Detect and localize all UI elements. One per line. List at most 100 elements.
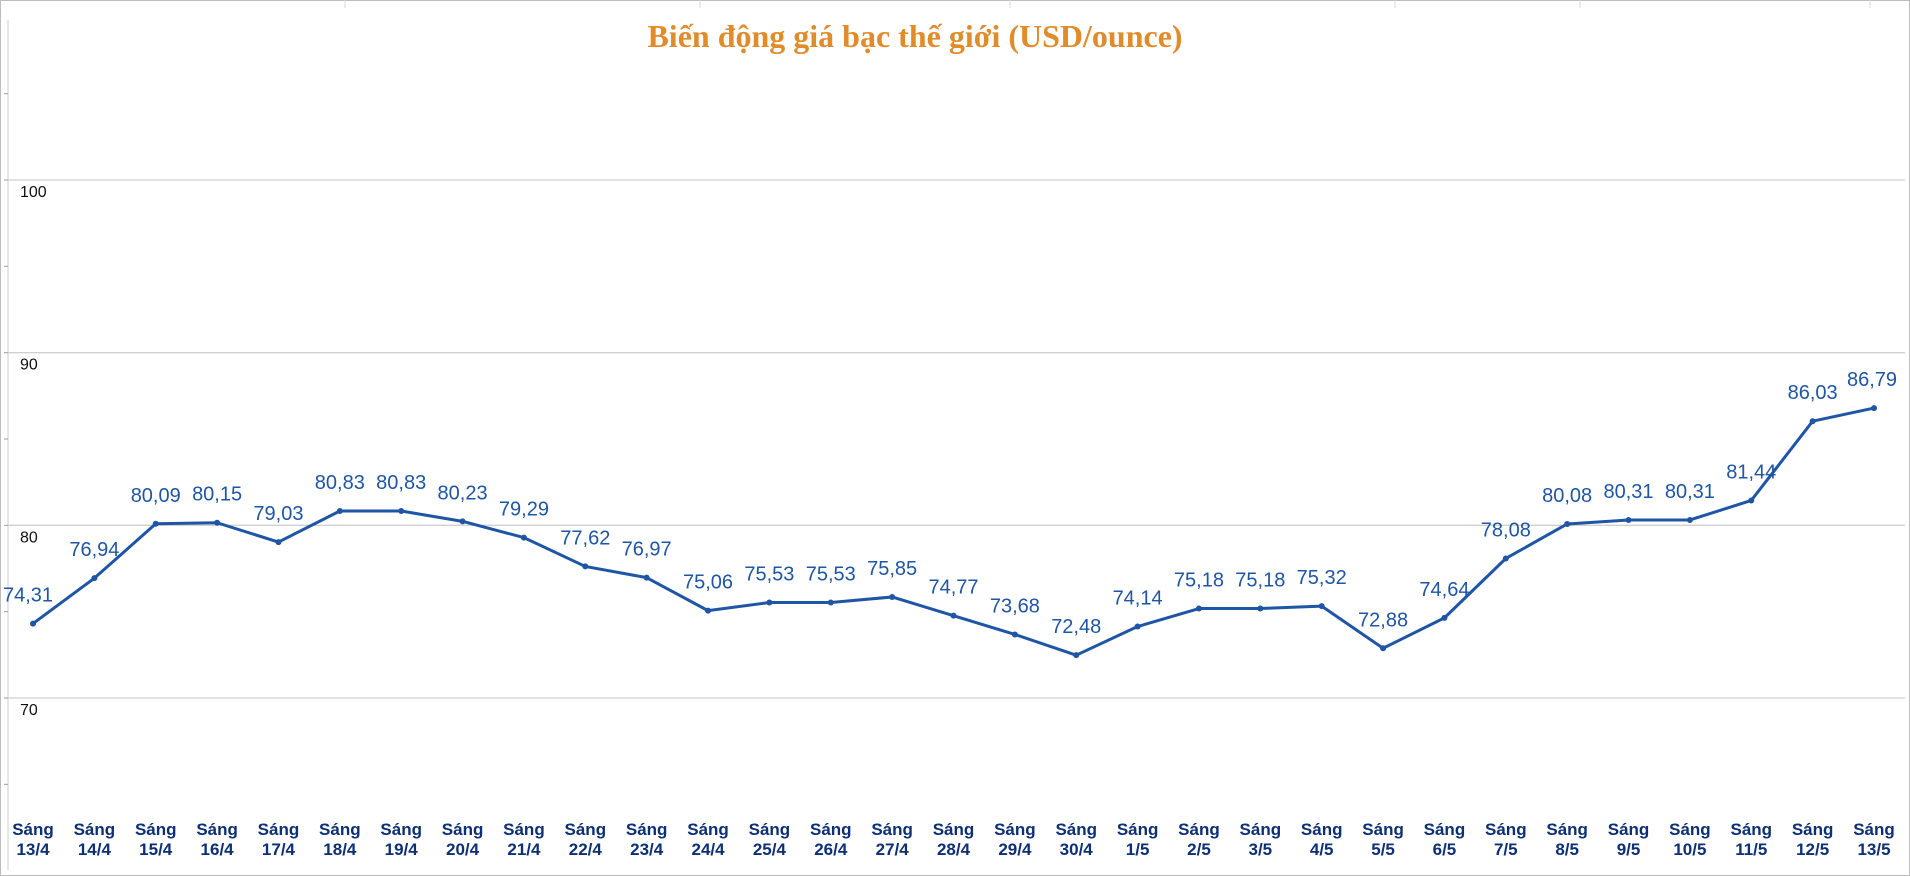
- x-tick-label-line2: 14/4: [78, 840, 112, 859]
- data-point: [91, 575, 98, 582]
- data-point: [889, 593, 896, 600]
- data-label: 80,15: [192, 484, 242, 506]
- data-label: 80,83: [315, 472, 365, 494]
- y-tick-label: 100: [20, 184, 47, 201]
- data-point: [1502, 555, 1509, 562]
- x-tick-label-line2: 3/5: [1249, 840, 1273, 859]
- data-label: 72,48: [1051, 616, 1101, 638]
- x-tick-label-line1: Sáng: [135, 820, 177, 839]
- data-point: [520, 534, 527, 541]
- data-label: 75,32: [1297, 567, 1347, 589]
- y-tick-label: 90: [20, 357, 38, 374]
- data-label: 80,08: [1542, 485, 1592, 507]
- data-point: [1871, 405, 1877, 412]
- data-label: 75,18: [1174, 570, 1224, 592]
- x-tick-label-line2: 27/4: [876, 840, 910, 859]
- data-label: 74,31: [3, 585, 53, 607]
- x-tick-label-line1: Sáng: [12, 820, 54, 839]
- y-tick-label: 70: [20, 702, 38, 719]
- x-tick-label-line2: 21/4: [507, 840, 541, 859]
- x-tick-label-line1: Sáng: [565, 820, 607, 839]
- data-point: [275, 539, 282, 546]
- data-point: [643, 574, 650, 581]
- data-label: 75,06: [683, 572, 733, 594]
- x-tick-label-line2: 12/5: [1796, 840, 1829, 859]
- x-tick-label-line1: Sáng: [1608, 820, 1650, 839]
- data-label: 80,09: [131, 485, 181, 507]
- x-tick-label-line2: 10/5: [1673, 840, 1706, 859]
- data-point: [1748, 497, 1755, 504]
- x-tick-label-line1: Sáng: [442, 820, 484, 839]
- x-tick-label-line2: 4/5: [1310, 840, 1334, 859]
- x-tick-label-line2: 2/5: [1187, 840, 1211, 859]
- data-point: [950, 612, 957, 619]
- data-label: 80,83: [376, 472, 426, 494]
- chart-title: Biến động giá bạc thế giới (USD/ounce): [647, 18, 1183, 54]
- data-label: 74,14: [1113, 588, 1163, 610]
- data-point: [1011, 631, 1018, 638]
- x-tick-label-line2: 18/4: [323, 840, 357, 859]
- data-point: [214, 519, 221, 526]
- x-tick-label-line2: 13/4: [16, 840, 50, 859]
- data-point: [152, 520, 159, 527]
- x-tick-label-line2: 1/5: [1126, 840, 1150, 859]
- x-tick-label-line1: Sáng: [319, 820, 361, 839]
- data-point: [459, 518, 466, 525]
- x-tick-label-line1: Sáng: [1117, 820, 1159, 839]
- data-label: 80,23: [438, 482, 488, 504]
- x-tick-label-line1: Sáng: [749, 820, 791, 839]
- data-label: 74,77: [928, 577, 978, 599]
- data-point: [398, 508, 405, 515]
- data-point: [1318, 603, 1325, 610]
- data-label: 73,68: [990, 595, 1040, 617]
- data-point: [766, 599, 773, 606]
- x-tick-label-line1: Sáng: [626, 820, 668, 839]
- x-tick-label-line1: Sáng: [74, 820, 116, 839]
- x-tick-label-line1: Sáng: [1240, 820, 1282, 839]
- x-tick-label-line2: 23/4: [630, 840, 664, 859]
- data-point: [1073, 652, 1080, 659]
- data-label: 75,53: [806, 564, 856, 586]
- x-tick-label-line2: 13/5: [1857, 840, 1890, 859]
- x-tick-label-line1: Sáng: [1792, 820, 1834, 839]
- data-label: 75,85: [867, 558, 917, 580]
- x-tick-label-line1: Sáng: [1485, 820, 1527, 839]
- data-point: [1441, 614, 1448, 621]
- x-tick-label-line1: Sáng: [1853, 820, 1895, 839]
- data-label: 75,18: [1235, 570, 1285, 592]
- data-label: 72,88: [1358, 609, 1408, 631]
- x-tick-label-line1: Sáng: [871, 820, 913, 839]
- data-point: [582, 563, 589, 570]
- data-label: 79,03: [253, 503, 303, 525]
- x-tick-label-line2: 29/4: [998, 840, 1032, 859]
- data-label: 81,44: [1726, 461, 1776, 483]
- data-point: [30, 620, 36, 627]
- x-tick-label-line2: 8/5: [1555, 840, 1579, 859]
- data-label: 86,79: [1847, 369, 1897, 391]
- x-tick-label-line1: Sáng: [503, 820, 545, 839]
- x-tick-label-line1: Sáng: [196, 820, 238, 839]
- x-tick-label-line1: Sáng: [1546, 820, 1588, 839]
- data-label: 80,31: [1604, 481, 1654, 503]
- x-tick-label-line2: 25/4: [753, 840, 787, 859]
- x-tick-label-line1: Sáng: [1362, 820, 1404, 839]
- x-tick-label-line2: 24/4: [691, 840, 725, 859]
- x-tick-label-line2: 26/4: [814, 840, 848, 859]
- x-tick-label-line1: Sáng: [258, 820, 300, 839]
- x-tick-label-line2: 7/5: [1494, 840, 1518, 859]
- x-tick-label-line1: Sáng: [1055, 820, 1097, 839]
- data-point: [1134, 623, 1141, 630]
- x-tick-label-line1: Sáng: [1730, 820, 1772, 839]
- x-tick-label-line2: 9/5: [1617, 840, 1641, 859]
- x-tick-label-line2: 19/4: [385, 840, 419, 859]
- x-tick-label-line2: 30/4: [1060, 840, 1094, 859]
- x-tick-label-line2: 5/5: [1371, 840, 1395, 859]
- data-point: [1564, 520, 1571, 527]
- data-point: [705, 607, 712, 614]
- data-label: 74,64: [1419, 579, 1469, 601]
- data-label: 80,31: [1665, 481, 1715, 503]
- data-label: 76,97: [622, 539, 672, 561]
- x-tick-label-line2: 22/4: [569, 840, 603, 859]
- data-point: [1686, 516, 1693, 523]
